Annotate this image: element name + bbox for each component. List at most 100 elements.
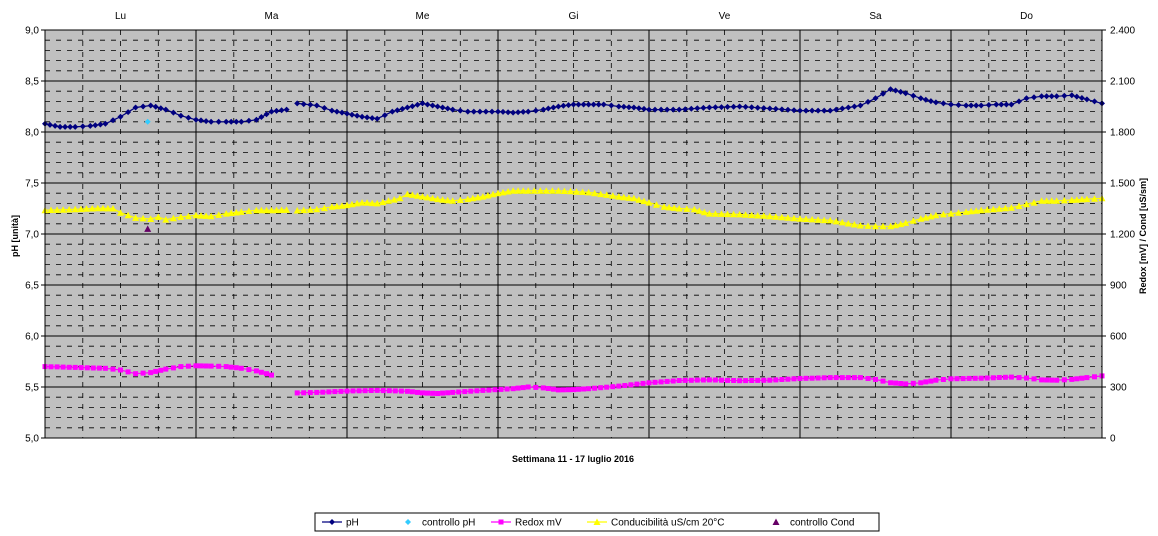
data-point [489, 108, 495, 115]
data-point [430, 390, 436, 396]
data-point [887, 86, 894, 93]
data-point [688, 105, 695, 112]
data-point [440, 390, 446, 396]
data-point [927, 98, 934, 105]
data-point [232, 209, 240, 216]
data-point [778, 106, 785, 113]
data-point [598, 385, 604, 391]
data-point [301, 390, 307, 396]
data-point [424, 101, 431, 108]
data-point [99, 204, 107, 212]
data-point [307, 101, 314, 108]
data-point [665, 203, 673, 211]
data-point [57, 123, 64, 130]
data-point [479, 193, 487, 200]
data-point [1038, 93, 1045, 100]
data-point [560, 187, 568, 194]
data-point [208, 118, 215, 125]
data-point [307, 390, 313, 396]
x-axis-title: Settimana 11 - 17 luglio 2016 [512, 454, 634, 464]
day-label: Me [416, 11, 430, 22]
data-point [700, 377, 706, 383]
data-point [1024, 375, 1029, 381]
data-point [791, 376, 797, 382]
left-tick-label: 7,5 [25, 179, 39, 190]
data-point [444, 196, 452, 204]
data-point [917, 95, 924, 102]
data-point [198, 117, 204, 124]
data-point [845, 375, 851, 381]
data-point [754, 104, 761, 111]
data-point [940, 377, 946, 382]
data-point [620, 193, 628, 201]
data-point [462, 389, 468, 395]
data-point [158, 367, 164, 373]
data-point [962, 208, 970, 215]
data-point [102, 120, 109, 127]
data-point [571, 387, 576, 393]
data-point [278, 206, 286, 213]
data-point [851, 375, 857, 381]
left-axis-ticks: 5,0 5,5 6,0 6,5 7,0 7,5 8,0 8,5 9,0 [25, 26, 45, 445]
data-point [163, 366, 169, 372]
data-point [499, 188, 507, 196]
data-point [767, 377, 773, 383]
data-point [856, 222, 864, 229]
data-point [555, 103, 562, 110]
data-point [470, 108, 477, 115]
data-point [755, 377, 761, 383]
right-tick-label: 2.400 [1110, 26, 1135, 37]
data-point [1054, 377, 1060, 383]
data-point [850, 221, 858, 228]
data-point [567, 187, 574, 195]
data-point [228, 364, 234, 370]
data-point [152, 103, 159, 110]
data-point [253, 116, 260, 123]
data-point [1001, 204, 1009, 212]
data-point [486, 387, 492, 393]
data-point [814, 216, 822, 223]
data-point [59, 206, 67, 213]
data-point [125, 109, 132, 116]
data-point [278, 107, 285, 114]
data-point [356, 388, 362, 394]
data-point [845, 104, 852, 111]
right-axis-ticks: 0 300 600 900 1.200 1.500 1.800 2.100 2.400 [1102, 26, 1135, 445]
data-point [766, 212, 774, 220]
data-point [524, 187, 532, 194]
series-controllo-ph [144, 118, 151, 125]
data-point [434, 103, 441, 110]
data-point [940, 100, 947, 107]
data-point [731, 378, 737, 383]
data-point [328, 203, 336, 210]
data-point [711, 210, 719, 217]
data-point [379, 198, 387, 206]
data-point [520, 385, 526, 391]
data-point [374, 387, 380, 393]
data-point [548, 187, 556, 194]
right-tick-label: 0 [1110, 434, 1116, 445]
data-point [246, 367, 252, 373]
data-point [1078, 195, 1086, 203]
data-point [872, 95, 879, 102]
data-point [476, 108, 483, 115]
legend-marker [772, 518, 780, 525]
legend-label: pH [346, 518, 359, 529]
day-separators [195, 30, 952, 438]
data-point [520, 108, 527, 115]
data-point [125, 369, 131, 375]
y-axis-right-title: Redox [mV] / Cond [uS/sm] [1138, 178, 1148, 294]
data-point [47, 206, 55, 213]
data-point [66, 364, 72, 370]
data-point [923, 379, 929, 385]
data-point [1003, 101, 1010, 108]
data-point [385, 197, 392, 204]
data-point [84, 365, 90, 371]
data-point [482, 108, 489, 115]
data-point [712, 377, 718, 383]
data-point [373, 199, 381, 207]
data-point [864, 222, 872, 229]
left-tick-label: 5,0 [25, 434, 39, 445]
data-point [425, 390, 430, 396]
data-point [313, 102, 320, 109]
